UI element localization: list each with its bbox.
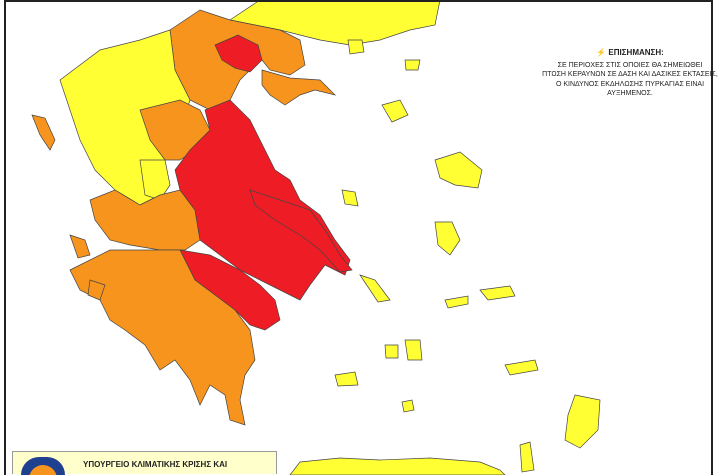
island-samothrace — [404, 59, 421, 71]
region-peloponnese — [69, 249, 256, 426]
region-thessaly-north — [139, 159, 171, 201]
island-kos — [504, 359, 539, 376]
region-chalkidiki — [214, 34, 263, 73]
island-santorini — [401, 399, 415, 413]
island-rhodes — [564, 394, 601, 449]
island-kefalonia — [69, 234, 91, 259]
island-karpathos — [519, 441, 535, 473]
island-corfu — [31, 114, 56, 151]
ministry-banner: ΥΠΟΥΡΓΕΙΟ ΚΛΙΜΑΤΙΚΗΣ ΚΡΙΣΗΣ ΚΑΙ — [12, 451, 277, 475]
island-samos — [479, 285, 516, 301]
island-milos — [334, 371, 359, 387]
notice-title: ⚡ ΕΠΙΣΗΜΑΝΣΗ: — [596, 48, 664, 57]
region-western-greece — [89, 189, 201, 251]
map-frame — [4, 0, 713, 475]
notice-box: ⚡ ΕΠΙΣΗΜΑΝΣΗ: ΣΕ ΠΕΡΙΟΧΕΣ ΣΤΙΣ ΟΠΟΙΕΣ ΘΑ… — [540, 48, 720, 99]
civil-protection-logo — [21, 457, 65, 475]
island-lemnos — [381, 99, 409, 123]
island-thasos — [347, 39, 365, 55]
island-skyros — [341, 189, 359, 207]
island-lesvos — [434, 151, 483, 189]
notice-line: ΣΕ ΠΕΡΙΟΧΕΣ ΣΤΙΣ ΟΠΟΙΕΣ ΘΑ ΣΗΜΕΙΩΘΕΙ — [557, 61, 703, 69]
island-chios — [434, 221, 461, 256]
island-andros — [359, 274, 391, 303]
notice-line: Ο ΚΙΝΔΥΝΟΣ ΕΚΔΗΛΩΣΗΣ ΠΥΡΚΑΓΙΑΣ ΕΙΝΑΙ ΑΥΞ… — [555, 80, 705, 98]
ministry-name: ΥΠΟΥΡΓΕΙΟ ΚΛΙΜΑΤΙΚΗΣ ΚΡΙΣΗΣ ΚΑΙ — [83, 460, 228, 469]
island-paros — [384, 344, 399, 359]
region-chalkidiki-peninsula — [261, 69, 337, 106]
island-ikaria — [444, 295, 469, 309]
notice-line: ΠΤΩΣΗ ΚΕΡΑΥΝΩΝ ΣΕ ΔΑΣΗ ΚΑΙ ΔΑΣΙΚΕΣ ΕΚΤΑΣ… — [542, 71, 718, 78]
island-naxos — [404, 339, 423, 361]
lightning-icon: ⚡ — [596, 48, 607, 57]
island-zakynthos — [87, 279, 106, 301]
island-crete — [289, 457, 506, 475]
region-evia — [249, 189, 353, 273]
